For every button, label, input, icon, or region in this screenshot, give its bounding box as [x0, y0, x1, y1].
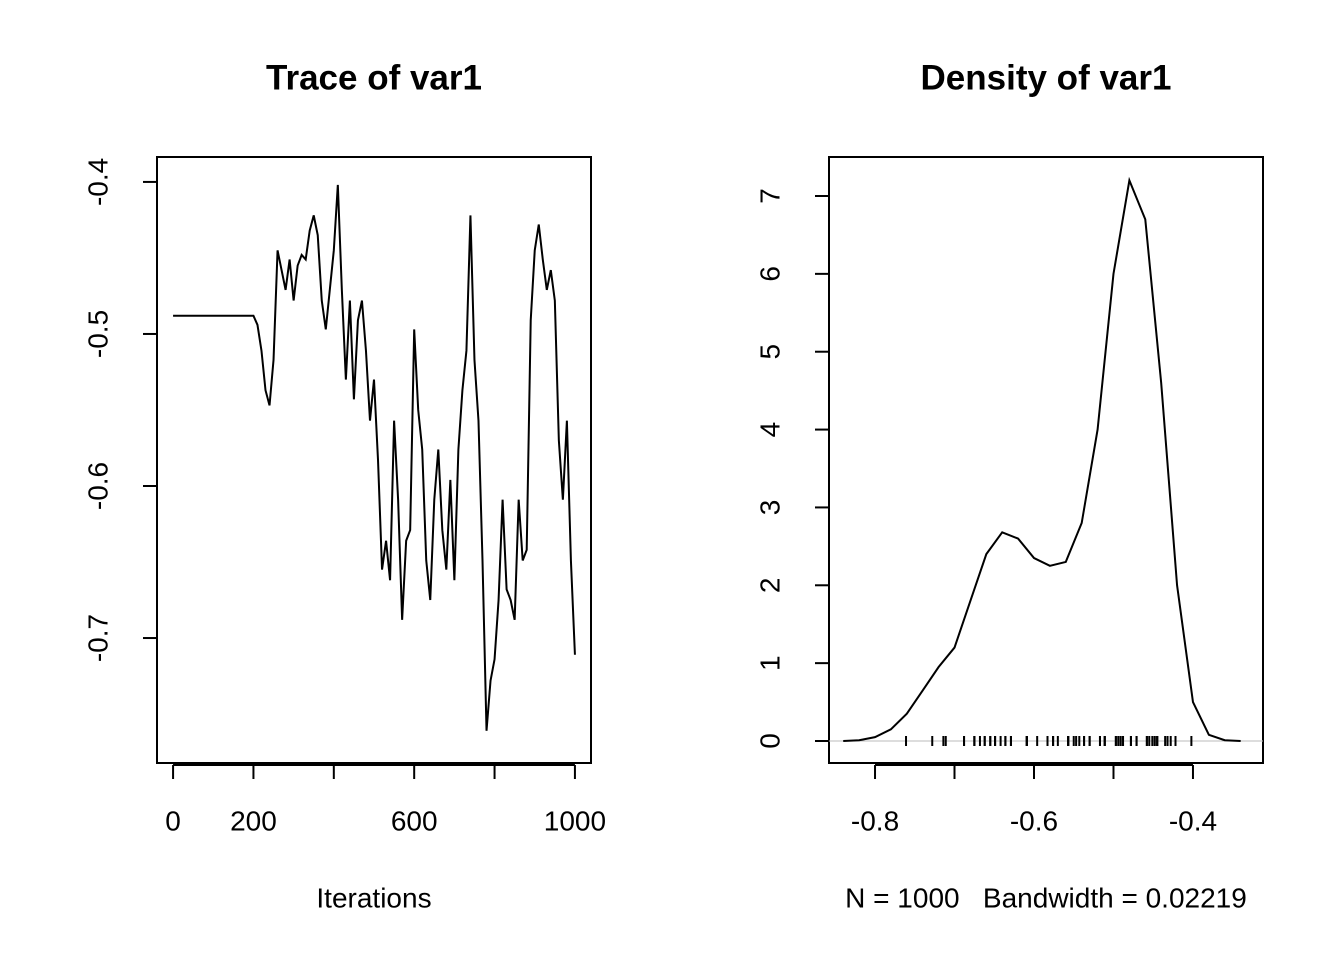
panel: Trace of var1 Iterations 0 200 600 1000 -0.4 -0… — [82, 58, 606, 913]
data-line — [843, 176, 1241, 742]
x-tick-label: 200 — [230, 805, 277, 836]
y-tick-label: -0.7 — [82, 614, 113, 662]
x-tick-label: -0.4 — [1169, 805, 1217, 836]
x-tick-label: 600 — [391, 805, 438, 836]
panel: Density of var1 N = 1000 Bandwidth = 0.02… — [754, 58, 1264, 913]
x-tick-label: 0 — [165, 805, 181, 836]
y-tick-label: 0 — [754, 733, 785, 749]
y-tick-label: 4 — [754, 422, 785, 438]
y-tick-label: 6 — [754, 266, 785, 282]
x-tick-label: 1000 — [544, 805, 606, 836]
x-tick-label: -0.6 — [1010, 805, 1058, 836]
y-tick-label: 5 — [754, 344, 785, 360]
y-tick-label: 1 — [754, 655, 785, 671]
data-line — [173, 184, 576, 731]
y-tick-label: 3 — [754, 500, 785, 516]
plot-box — [828, 156, 1264, 764]
chart-title: Trace of var1 — [266, 58, 482, 97]
y-tick-label: -0.4 — [82, 158, 113, 206]
y-tick-label: 7 — [754, 188, 785, 204]
x-tick-label: -0.8 — [851, 805, 899, 836]
y-tick-label: -0.5 — [82, 310, 113, 358]
y-tick-label: -0.6 — [82, 462, 113, 510]
plot-box — [156, 156, 592, 764]
y-tick-label: 2 — [754, 577, 785, 593]
chart-title: Density of var1 — [921, 58, 1172, 97]
x-axis-label: N = 1000 Bandwidth = 0.02219 — [845, 882, 1247, 913]
x-axis-label: Iterations — [316, 882, 431, 913]
